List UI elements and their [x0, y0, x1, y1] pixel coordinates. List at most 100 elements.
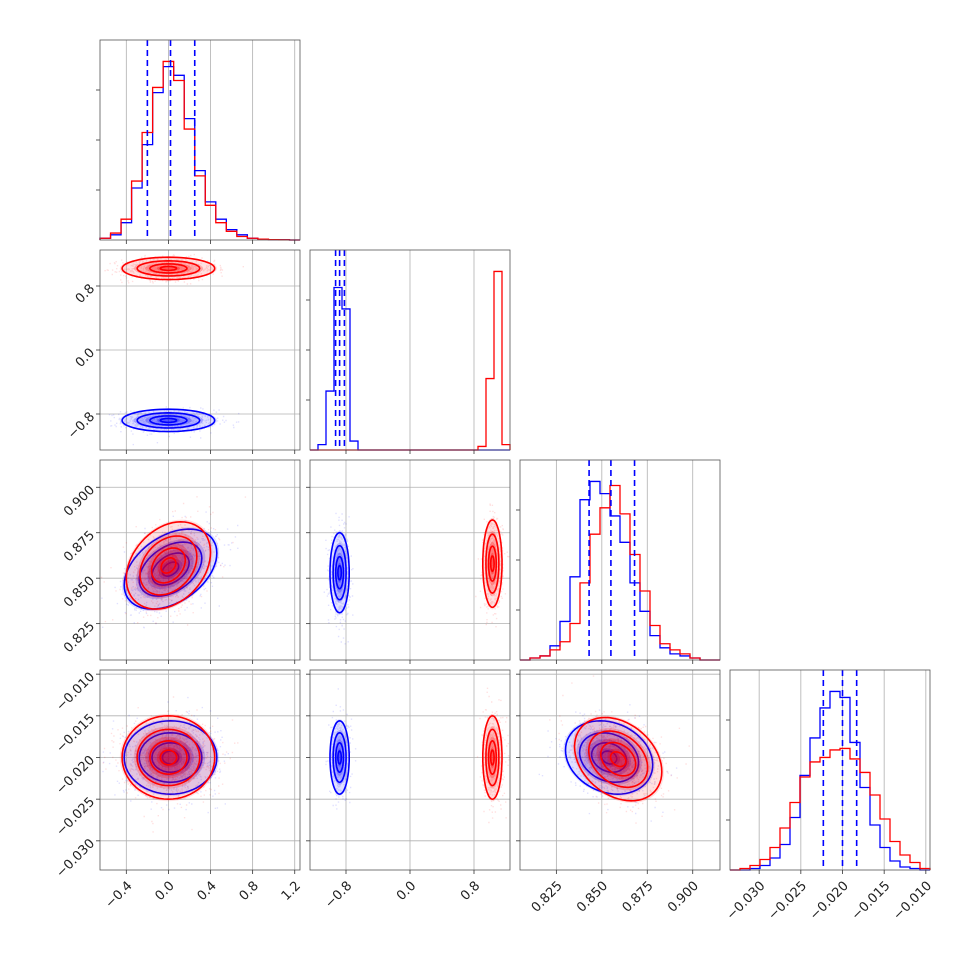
contour-b — [573, 716, 663, 802]
contour-b — [160, 557, 177, 574]
contour-b — [489, 555, 495, 573]
hist-series-a — [520, 480, 720, 661]
y-tick-label: −0.020 — [53, 753, 98, 798]
panel-frame — [99, 39, 301, 241]
panel-frame — [729, 669, 931, 871]
y-tick-label: 0.875 — [61, 528, 98, 565]
contour-b — [121, 714, 216, 801]
scatter-contents — [104, 250, 244, 446]
density-fill-b — [485, 726, 500, 789]
panel-frame — [99, 669, 301, 871]
contour-b — [482, 519, 503, 609]
density-fill-a — [329, 530, 350, 615]
contour-a — [329, 531, 350, 614]
density-fill-b — [157, 554, 179, 577]
x-tick-label: 0.8 — [237, 879, 262, 904]
contour-b — [487, 545, 497, 582]
contour-a — [332, 544, 347, 601]
y-tick-label: 0.825 — [61, 619, 98, 656]
scatter-panel-2-1 — [309, 459, 511, 661]
density-fill-b — [136, 532, 200, 599]
y-tick-label: 0.0 — [73, 345, 98, 370]
y-tick-label: −0.010 — [53, 670, 98, 715]
hist-panel-1 — [306, 249, 511, 451]
contour-b — [487, 739, 497, 776]
y-tick-label: 0.900 — [61, 483, 98, 520]
density-fill-a — [329, 719, 350, 796]
contour-b — [485, 728, 500, 787]
y-tick-label: −0.8 — [65, 409, 98, 442]
scatter-panel-1-0 — [99, 249, 301, 451]
density-fill-a — [133, 412, 204, 429]
contour-b — [485, 533, 500, 594]
scatter-panel-3-1 — [309, 669, 511, 871]
scatter-points-a — [325, 688, 357, 810]
x-tick-label: −0.4 — [103, 879, 136, 912]
contour-a — [136, 411, 201, 429]
hist-panel-3 — [726, 669, 931, 871]
contour-a — [149, 415, 188, 426]
density-fill-b — [607, 748, 630, 770]
density-fill-a — [576, 730, 642, 785]
x-tick-label: 0.875 — [620, 879, 657, 916]
y-tick-label: −0.015 — [53, 711, 98, 756]
scatter-points-b — [475, 503, 510, 628]
contour-b — [139, 535, 198, 596]
scatter-points-a — [323, 512, 354, 645]
x-tick-label: 0.825 — [529, 879, 566, 916]
y-tick-label: 0.8 — [73, 281, 98, 306]
contour-b — [159, 749, 178, 766]
contour-b — [136, 728, 201, 787]
density-fill-b — [119, 713, 218, 802]
hist-series-a — [99, 65, 300, 241]
contour-b — [587, 730, 649, 789]
contour-a — [332, 731, 347, 784]
scatter-contents — [102, 696, 239, 833]
density-fill-b — [147, 543, 190, 588]
hist-series-b — [520, 484, 720, 661]
x-tick-label: −0.020 — [807, 879, 852, 924]
density-fill-b — [485, 530, 500, 597]
contour-b — [482, 714, 503, 801]
x-tick-label: 0.900 — [665, 879, 702, 916]
density-fill-b — [119, 256, 218, 281]
density-fill-a — [135, 730, 206, 785]
hist-series-b — [99, 60, 300, 241]
y-tick-label: 0.850 — [61, 574, 98, 611]
x-tick-label: 0.850 — [574, 879, 611, 916]
contour-a — [335, 555, 345, 590]
density-fill-a — [119, 408, 218, 433]
panel-frame — [519, 669, 721, 871]
contour-b — [149, 263, 188, 274]
scatter-contents — [100, 496, 247, 629]
contour-b — [121, 256, 216, 281]
panel-frame — [99, 459, 301, 661]
contour-a — [138, 541, 203, 597]
contour-b — [125, 520, 212, 610]
hist-panel-2 — [516, 459, 721, 661]
density-fill-b — [572, 715, 664, 803]
contour-b — [136, 259, 201, 277]
density-fill-b — [145, 736, 192, 779]
scatter-panel-2-0 — [99, 459, 301, 661]
scatter-panel-3-0 — [99, 669, 301, 871]
y-tick-label: −0.030 — [53, 836, 98, 881]
x-tick-label: −0.010 — [890, 879, 935, 924]
contour-a — [590, 741, 628, 774]
scatter-contents — [323, 503, 510, 645]
x-tick-label: 1.2 — [279, 879, 304, 904]
x-tick-label: 0.0 — [394, 879, 419, 904]
contour-b — [489, 749, 495, 766]
contour-b — [599, 741, 637, 777]
x-tick-label: −0.030 — [724, 879, 769, 924]
density-fill-a — [147, 739, 194, 776]
scatter-panel-3-2 — [519, 669, 721, 871]
contour-a — [564, 719, 654, 796]
y-tick-label: −0.025 — [53, 795, 98, 840]
x-tick-label: −0.8 — [322, 879, 355, 912]
density-fill-b — [133, 260, 204, 277]
x-tick-label: 0.8 — [458, 879, 483, 904]
scatter-points-b — [100, 496, 247, 626]
contour-a — [123, 528, 218, 610]
